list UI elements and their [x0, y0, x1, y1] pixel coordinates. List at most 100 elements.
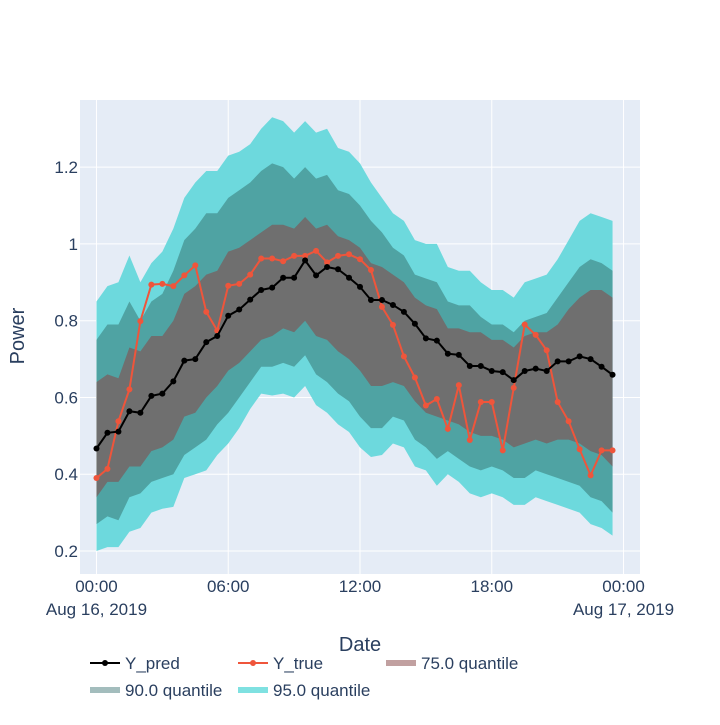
legend-marker [250, 660, 256, 666]
y-true-point [324, 259, 331, 266]
y-tick-label: 0.2 [54, 542, 78, 561]
y-pred-point [565, 358, 572, 365]
y-pred-point [598, 363, 605, 370]
y-true-point [302, 252, 309, 259]
y-pred-point [170, 378, 177, 385]
legend: Y_pred Y_true 75.0 quantile 90.0 quantile 95… [90, 654, 518, 700]
y-pred-point [510, 377, 517, 384]
y-tick-label: 0.4 [54, 465, 78, 484]
y-true-point [400, 353, 407, 360]
y-true-point [499, 447, 506, 454]
y-true-point [422, 402, 429, 409]
axes: 0.2 0.4 0.6 0.8 1 1.2 00:00 Aug 16, 2019 06:00 12… [46, 158, 674, 619]
y-pred-point [104, 429, 111, 436]
x-axis-title: Date [339, 634, 381, 656]
y-pred-point [389, 301, 396, 308]
y-true-point [357, 256, 363, 263]
legend-label: Y_true [273, 654, 323, 673]
y-true-point [236, 280, 243, 287]
y-pred-point [400, 308, 407, 315]
legend-item-q95[interactable]: 95.0 quantile [238, 681, 370, 700]
y-pred-point [214, 333, 221, 340]
y-tick-label: 1 [69, 235, 78, 254]
x-tick-label: 06:00 [207, 577, 250, 596]
series-lines [93, 247, 616, 482]
y-pred-point [159, 390, 166, 397]
y-true-point [389, 321, 396, 328]
y-pred-point [324, 263, 331, 270]
y-true-point [488, 399, 495, 406]
y-pred-point [477, 362, 484, 369]
y-pred-point [543, 367, 550, 374]
y-true-point [609, 447, 616, 454]
legend-item-q75[interactable]: 75.0 quantile [386, 654, 518, 673]
y-pred-point [148, 392, 155, 399]
y-true-point [93, 475, 100, 482]
y-pred-point [532, 365, 539, 372]
y-true-point [532, 331, 539, 338]
y-pred-point [466, 362, 473, 369]
band-75-quantile [96, 217, 613, 498]
y-true-point [291, 252, 298, 259]
y-pred-point [455, 351, 462, 358]
y-pred-point [225, 312, 232, 319]
y-pred-point [499, 369, 506, 376]
legend-item-q90[interactable]: 90.0 quantile [90, 681, 222, 700]
y-true-point [104, 465, 111, 472]
y-pred-point [488, 367, 495, 374]
y-true-point [313, 247, 320, 254]
y-true-point [510, 384, 517, 391]
y-tick-label: 0.8 [54, 312, 78, 331]
y-pred-point [444, 350, 451, 357]
y-pred-point [378, 296, 385, 303]
y-true-point [346, 251, 353, 258]
y-true-point [543, 347, 550, 354]
legend-label: 95.0 quantile [273, 681, 370, 700]
y-true-point [225, 282, 232, 289]
y-true-point [521, 321, 528, 328]
y-true-point [137, 318, 144, 325]
legend-marker [102, 660, 108, 666]
y-true-point [576, 446, 583, 453]
y-pred-point [302, 257, 309, 264]
y-true-point [159, 280, 166, 287]
y-true-point [280, 258, 287, 265]
y-pred-point [433, 337, 440, 344]
legend-label: Y_pred [125, 654, 180, 673]
y-true-point [477, 399, 484, 406]
y-pred-point [346, 274, 353, 281]
y-true-point [367, 267, 374, 274]
y-true-point [598, 447, 605, 454]
y-true-point [335, 252, 342, 259]
y-pred-point [411, 320, 418, 327]
y-true-point [554, 399, 561, 406]
legend-swatch [90, 687, 120, 693]
legend-item-y-true[interactable]: Y_true [238, 654, 323, 673]
legend-label: 75.0 quantile [421, 654, 518, 673]
y-true-point [466, 437, 473, 444]
y-pred-point [203, 339, 210, 346]
y-pred-point [422, 335, 429, 342]
y-pred-point [554, 358, 561, 365]
y-pred-point [126, 408, 133, 415]
y-pred-point [280, 274, 287, 281]
x-tick-label: 00:00 [602, 577, 645, 596]
y-pred-point [115, 428, 122, 435]
x-tick-label: 12:00 [339, 577, 382, 596]
y-pred-point [609, 371, 616, 378]
y-true-point [148, 281, 155, 288]
y-pred-point [192, 356, 199, 363]
y-tick-label: 0.6 [54, 388, 78, 407]
y-pred-point [291, 274, 298, 281]
x-tick-date-label: Aug 16, 2019 [46, 600, 147, 619]
y-pred-point [137, 409, 144, 416]
legend-swatch [238, 687, 268, 693]
y-pred-point [587, 356, 594, 363]
legend-item-y-pred[interactable]: Y_pred [90, 654, 180, 673]
y-pred-point [335, 266, 342, 273]
y-true-point [455, 382, 462, 389]
legend-swatch [386, 660, 416, 666]
y-pred-point [181, 357, 188, 364]
